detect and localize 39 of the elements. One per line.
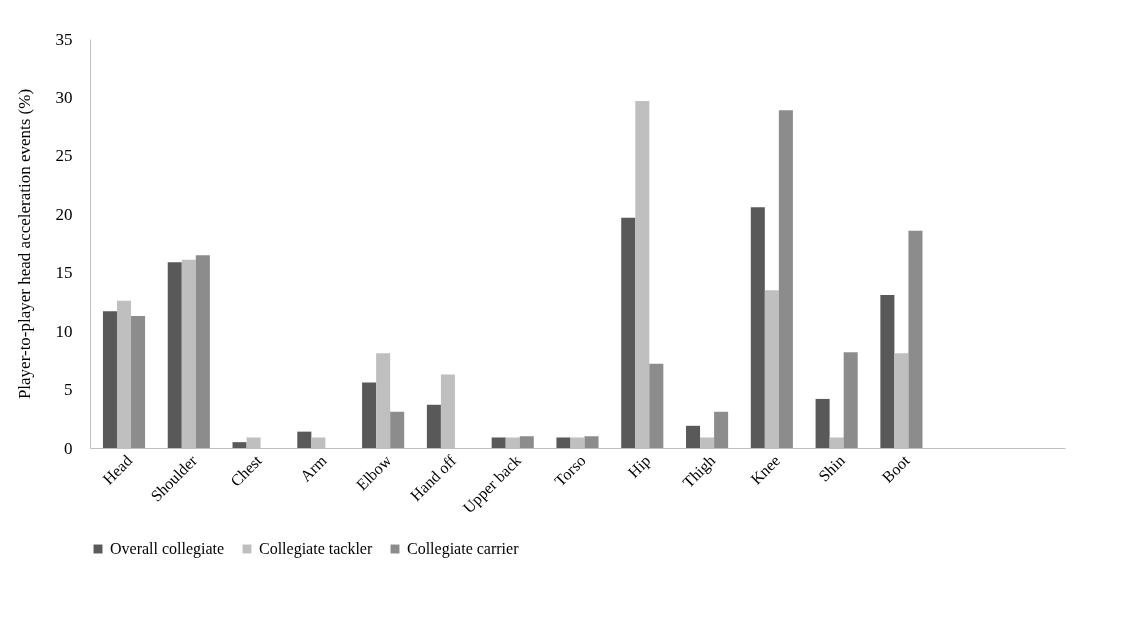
bar: [556, 437, 571, 448]
bar: [714, 411, 729, 448]
bar: [167, 262, 182, 448]
bar: [232, 442, 247, 448]
bar: [426, 404, 441, 448]
bar: [621, 217, 636, 448]
y-tick-label: 30: [55, 87, 73, 107]
y-axis-title: Player-to-player head acceleration events (%): [14, 88, 34, 400]
bar: [649, 363, 664, 448]
y-tick-label: 5: [64, 380, 73, 400]
bar: [908, 230, 923, 448]
y-tick-label: 35: [55, 29, 73, 49]
bar: [880, 294, 895, 448]
legend-label: Collegiate carrier: [407, 540, 520, 558]
y-tick-label: 10: [55, 321, 73, 341]
bar: [362, 382, 377, 448]
bar: [491, 437, 506, 448]
bar: [131, 315, 146, 448]
bar: [750, 207, 765, 448]
y-tick-label: 15: [55, 263, 73, 283]
bar: [390, 411, 405, 448]
y-tick-label: 25: [55, 146, 73, 166]
x-tick-label: Boot: [878, 451, 914, 486]
bar: [843, 352, 858, 448]
y-tick-label: 0: [64, 438, 73, 458]
legend-label: Collegiate tackler: [259, 540, 373, 558]
bar: [584, 436, 599, 448]
bar: [815, 398, 830, 448]
bar: [297, 431, 312, 448]
bar: [778, 110, 793, 448]
bar: [686, 425, 701, 448]
x-tick-label: Shin: [815, 451, 848, 485]
legend-label: Overall collegiate: [110, 540, 225, 558]
bar: [195, 255, 210, 448]
y-tick-label: 20: [55, 204, 73, 224]
bar: [102, 311, 117, 448]
bar: [519, 436, 534, 448]
x-tick-label: Arm: [296, 451, 331, 485]
x-tick-label: Hip: [624, 451, 655, 482]
